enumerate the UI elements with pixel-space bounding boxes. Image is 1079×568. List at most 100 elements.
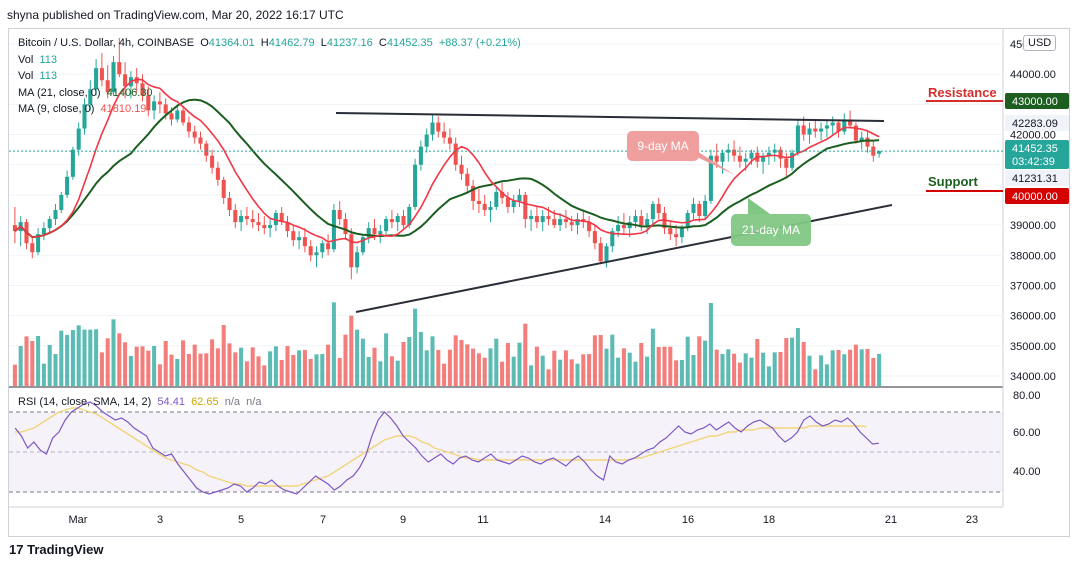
volume-bar bbox=[668, 346, 673, 386]
volume-bar bbox=[128, 356, 133, 386]
volume-bar bbox=[633, 361, 638, 386]
volume-bar bbox=[743, 353, 748, 386]
candle-body bbox=[210, 155, 215, 168]
candle-body bbox=[413, 164, 418, 207]
volume-bar bbox=[105, 338, 110, 386]
candle-body bbox=[540, 216, 545, 223]
volume-bar bbox=[865, 349, 870, 386]
volume-bar bbox=[59, 330, 64, 386]
candle-body bbox=[737, 155, 742, 162]
volume-bar bbox=[732, 353, 737, 386]
volume-bar bbox=[152, 346, 157, 386]
rsi-tick-label: 40.00 bbox=[1013, 466, 1041, 478]
candle-body bbox=[65, 176, 70, 195]
volume-bar bbox=[215, 348, 220, 386]
candle-body bbox=[436, 122, 441, 132]
candle-body bbox=[529, 216, 534, 220]
candle-body bbox=[488, 206, 493, 210]
time-tick-label: 14 bbox=[599, 514, 611, 526]
candle-body bbox=[482, 203, 487, 210]
candle-body bbox=[494, 191, 499, 207]
volume-bar bbox=[871, 358, 876, 386]
volume-bar bbox=[146, 350, 151, 386]
legend-row-rsi: RSI (14, close, SMA, 14, 2) 54.41 62.65 … bbox=[18, 396, 261, 408]
legend-vol2: 113 bbox=[39, 70, 57, 82]
legend-ma9-label: MA (9, close, 0) bbox=[18, 103, 95, 115]
volume-bars bbox=[12, 302, 882, 386]
moving-averages bbox=[14, 78, 880, 244]
volume-bar bbox=[737, 362, 742, 386]
ma9-tag-label: 9-day MA bbox=[637, 139, 688, 153]
volume-bar bbox=[41, 363, 46, 386]
currency-button[interactable]: USD bbox=[1023, 35, 1057, 51]
volume-bar bbox=[720, 354, 725, 386]
volume-bar bbox=[801, 342, 806, 386]
ma9-tag-box bbox=[627, 131, 699, 161]
volume-bar bbox=[546, 369, 551, 386]
candle-body bbox=[621, 225, 626, 229]
ma21-tag-label: 21-day MA bbox=[742, 223, 800, 237]
volume-bar bbox=[465, 344, 470, 386]
legend-rsi-label: RSI (14, close, SMA, 14, 2) bbox=[18, 396, 152, 408]
volume-bar bbox=[650, 328, 655, 386]
ma9-tag-pointer bbox=[695, 150, 735, 175]
candle-body bbox=[824, 125, 829, 129]
volume-bar bbox=[111, 319, 116, 386]
volume-bar bbox=[268, 351, 273, 386]
price-tick-label: 34000.00 bbox=[1010, 371, 1056, 383]
volume-bar bbox=[726, 349, 731, 386]
volume-bar bbox=[360, 338, 365, 386]
candle-body bbox=[221, 179, 226, 198]
volume-bar bbox=[407, 337, 412, 386]
candle-body bbox=[268, 225, 273, 229]
volume-bar bbox=[244, 361, 249, 386]
volume-bar bbox=[540, 355, 545, 386]
legend-low: 41237.16 bbox=[326, 37, 373, 49]
candle-body bbox=[517, 194, 522, 201]
volume-bar bbox=[598, 335, 603, 386]
candle-body bbox=[639, 216, 644, 226]
price-tick-label: 35000.00 bbox=[1010, 341, 1056, 353]
candle-body bbox=[500, 191, 505, 198]
candle-body bbox=[262, 225, 267, 229]
volume-bar bbox=[384, 333, 389, 386]
candle-body bbox=[546, 216, 551, 220]
volume-bar bbox=[639, 343, 644, 386]
volume-bar bbox=[378, 361, 383, 386]
legend-ma21-label: MA (21, close, 0) bbox=[18, 87, 101, 99]
tradingview-icon: 17 bbox=[9, 542, 24, 557]
volume-bar bbox=[308, 359, 313, 386]
volume-bar bbox=[88, 329, 93, 386]
candle-body bbox=[476, 200, 481, 204]
candle-body bbox=[279, 213, 284, 223]
candle-body bbox=[256, 222, 261, 226]
ma21-tag-box bbox=[731, 214, 811, 246]
volume-bar bbox=[418, 332, 423, 386]
candle-body bbox=[668, 228, 673, 235]
volume-bar bbox=[813, 369, 818, 386]
volume-bar bbox=[355, 329, 360, 386]
rsi-line bbox=[14, 401, 879, 495]
candle-body bbox=[215, 167, 220, 180]
candle-body bbox=[291, 231, 296, 241]
volume-bar bbox=[616, 357, 621, 386]
volume-bar bbox=[708, 303, 713, 386]
high-price-tag-bg bbox=[1005, 115, 1069, 131]
volume-bar bbox=[534, 346, 539, 386]
volume-bar bbox=[99, 352, 104, 386]
candle-body bbox=[691, 203, 696, 214]
candle-body bbox=[616, 225, 621, 232]
legend-open: 41364.01 bbox=[208, 37, 255, 49]
volume-bar bbox=[233, 352, 238, 386]
legend-ma9: 41810.19 bbox=[100, 103, 147, 115]
volume-bar bbox=[320, 354, 325, 386]
legend-close: 41452.35 bbox=[386, 37, 433, 49]
legend-h-label: H bbox=[260, 37, 269, 49]
volume-bar bbox=[36, 336, 41, 386]
price-tick-label: 37000.00 bbox=[1010, 280, 1056, 292]
volume-bar bbox=[140, 346, 145, 386]
candle-body bbox=[685, 213, 690, 229]
support-price-tag-bg bbox=[1005, 188, 1069, 204]
